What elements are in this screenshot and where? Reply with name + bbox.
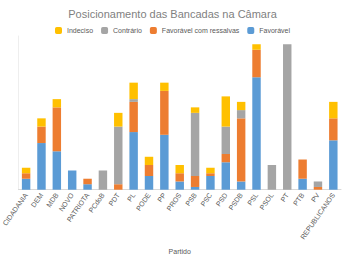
svg-text:Posicionamento das Bancadas na: Posicionamento das Bancadas na Câmara [68, 8, 277, 20]
svg-text:Indeciso: Indeciso [67, 27, 93, 34]
svg-text:PTB: PTB [292, 191, 306, 206]
svg-text:PATRIOTA: PATRIOTA [65, 191, 90, 223]
svg-text:PDT: PDT [107, 191, 121, 207]
svg-text:PODE: PODE [135, 191, 152, 212]
svg-text:Favorável: Favorável [259, 27, 290, 34]
svg-text:PSB: PSB [184, 191, 198, 207]
svg-text:PSOL: PSOL [258, 192, 275, 211]
svg-text:PL: PL [126, 192, 137, 203]
svg-text:PP: PP [156, 191, 167, 203]
svg-text:Favorável com ressalvas: Favorável com ressalvas [162, 27, 240, 34]
svg-text:PT: PT [279, 191, 290, 203]
svg-text:Contrário: Contrário [113, 27, 142, 34]
svg-text:PSC: PSC [199, 192, 213, 208]
svg-text:PV: PV [310, 191, 321, 203]
svg-text:PSL: PSL [246, 192, 259, 207]
svg-text:PROS: PROS [165, 191, 182, 212]
svg-text:Partido: Partido [169, 248, 191, 255]
svg-text:CIDADANIA: CIDADANIA [1, 191, 29, 227]
svg-text:MDB: MDB [45, 191, 60, 208]
svg-text:PCdoB: PCdoB [87, 191, 106, 213]
svg-text:PSDB: PSDB [227, 191, 244, 211]
svg-text:DEM: DEM [30, 192, 45, 209]
svg-text:REPUBLICANOS: REPUBLICANOS [299, 191, 336, 240]
svg-text:NOVO: NOVO [57, 191, 76, 213]
svg-text:PSD: PSD [215, 192, 229, 208]
